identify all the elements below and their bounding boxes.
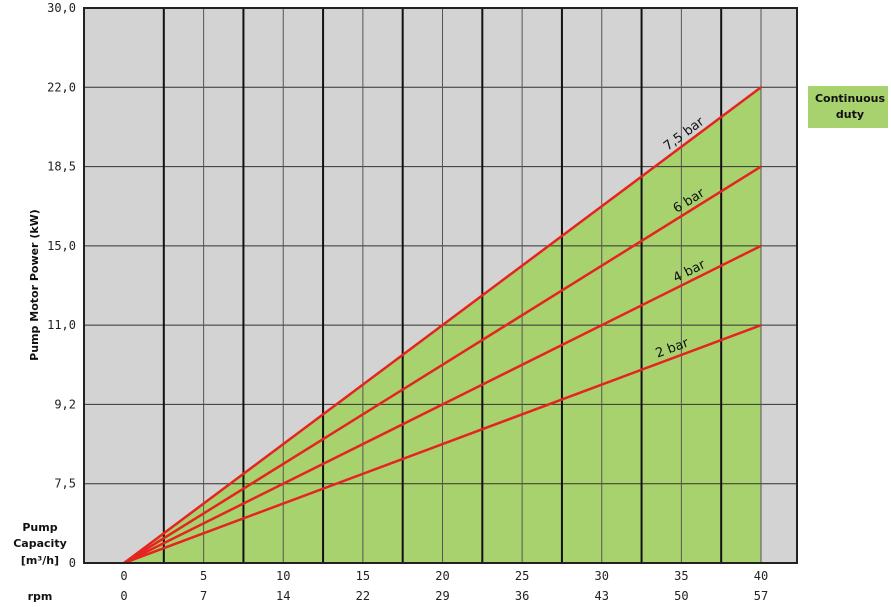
series-line [123,86,762,565]
x-tick-label-rpm: 57 [754,589,768,603]
y-tick-label: 0 [69,556,76,570]
y-tick-label: 11,0 [47,318,76,332]
x-tick-label-capacity: 30 [595,569,609,583]
x-tick-label-capacity: 25 [515,569,529,583]
series-line [123,323,762,565]
x-tick-label-rpm: 43 [595,589,609,603]
y-tick-label: 7,5 [54,477,76,491]
x-tick-label-capacity: 15 [356,569,370,583]
y-tick-label: 22,0 [47,80,76,94]
legend-label-2: duty [836,108,864,121]
legend-swatch [808,86,888,128]
legend-label-1: Continuous [815,92,886,105]
capacity-axis-label-2: Capacity [13,537,67,550]
x-tick-label-rpm: 0 [120,589,127,603]
plot-frame [83,7,798,564]
x-tick-label-capacity: 35 [674,569,688,583]
capacity-axis-label-1: Pump [22,521,57,534]
x-tick-label-rpm: 22 [356,589,370,603]
y-tick-label: 30,0 [47,1,76,15]
grid [84,8,797,563]
x-tick-label-rpm: 7 [200,589,207,603]
x-tick-label-capacity: 10 [276,569,290,583]
x-tick-label-rpm: 36 [515,589,529,603]
x-tick-labels: 0 5 10 15 20 25 30 35 40 0 7 14 22 29 36 43 50 57 [120,569,768,603]
x-tick-label-capacity: 20 [435,569,449,583]
x-tick-label-capacity: 0 [120,569,127,583]
x-tick-label-capacity: 5 [200,569,207,583]
y-tick-labels: 30,0 22,0 18,5 15,0 11,0 9,2 7,5 0 [47,1,76,570]
y-tick-label: 15,0 [47,239,76,253]
capacity-axis-label-3: [m³/h] [21,554,59,567]
rpm-axis-label: rpm [28,590,53,603]
y-tick-label: 9,2 [54,397,76,411]
x-tick-label-rpm: 14 [276,589,290,603]
series-line [123,244,762,565]
y-axis-title: Pump Motor Power (kW) [28,209,41,361]
series-line [123,165,762,565]
series-lines [123,86,762,565]
x-tick-label-capacity: 40 [754,569,768,583]
x-tick-label-rpm: 29 [435,589,449,603]
x-tick-label-rpm: 50 [674,589,688,603]
y-tick-label: 18,5 [47,160,76,174]
